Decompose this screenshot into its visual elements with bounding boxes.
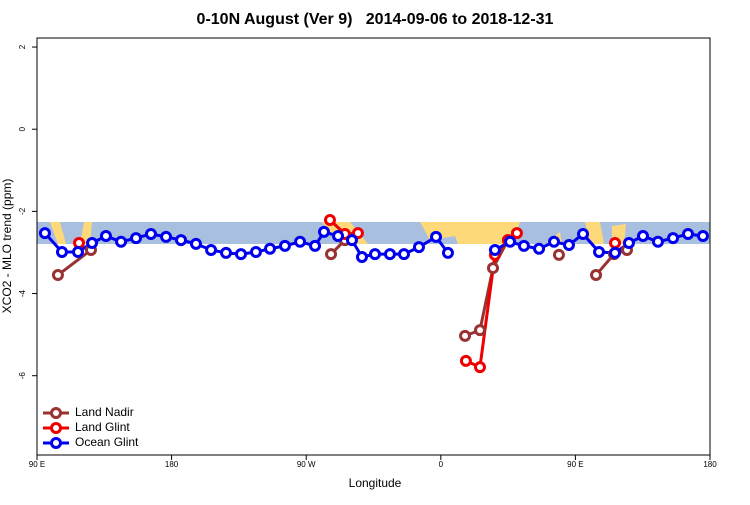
point xyxy=(609,246,622,259)
ocean-band xyxy=(37,222,710,244)
point xyxy=(696,230,709,243)
land xyxy=(585,222,604,244)
plot-frame xyxy=(36,37,711,456)
chart-title: 0-10N August (Ver 9) 2014-09-06 to 2018-… xyxy=(197,11,554,28)
point xyxy=(533,242,546,255)
point xyxy=(234,248,247,261)
point xyxy=(562,239,575,252)
land xyxy=(420,222,520,244)
point xyxy=(144,227,157,240)
point xyxy=(86,237,99,250)
point xyxy=(220,246,233,259)
point xyxy=(577,227,590,240)
legend-label: Ocean Glint xyxy=(75,435,139,449)
x-axis-label: Longitude xyxy=(349,476,402,490)
point xyxy=(441,246,454,259)
point xyxy=(325,248,338,261)
point xyxy=(51,269,64,282)
point xyxy=(473,361,486,374)
point xyxy=(636,230,649,243)
point xyxy=(264,242,277,255)
point xyxy=(99,230,112,243)
point xyxy=(368,248,381,261)
point xyxy=(332,230,345,243)
legend-label: Land Glint xyxy=(75,420,130,434)
point xyxy=(590,269,603,282)
point xyxy=(510,227,523,240)
x-tick-label: 90 E xyxy=(29,460,45,469)
x-tick-label: 0 xyxy=(439,460,444,469)
point xyxy=(160,230,173,243)
legend-marker xyxy=(50,407,62,419)
point xyxy=(622,237,635,250)
point xyxy=(130,232,143,245)
y-tick-label: 2 xyxy=(18,44,27,49)
point xyxy=(552,248,565,261)
point xyxy=(383,248,396,261)
point xyxy=(548,235,561,248)
point xyxy=(351,227,364,240)
point xyxy=(517,239,530,252)
x-tick-label: 180 xyxy=(703,460,717,469)
point xyxy=(412,241,425,254)
y-tick-label: -2 xyxy=(18,207,27,215)
land xyxy=(50,222,66,244)
point xyxy=(71,246,84,259)
y-tick-label: -4 xyxy=(18,289,27,297)
point xyxy=(345,234,358,247)
point xyxy=(189,237,202,250)
y-tick-label: -6 xyxy=(18,372,27,380)
point xyxy=(609,237,622,250)
point xyxy=(205,243,218,256)
point xyxy=(355,250,368,263)
point xyxy=(249,246,262,259)
legend-marker xyxy=(50,422,62,434)
y-axis-label: XCO2 - MLO trend (ppm) xyxy=(0,179,14,314)
point xyxy=(317,225,330,238)
point xyxy=(486,262,499,275)
point xyxy=(682,227,695,240)
point xyxy=(488,243,501,256)
y-tick-label: 0 xyxy=(18,126,27,131)
point xyxy=(398,248,411,261)
point xyxy=(55,246,68,259)
legend-marker xyxy=(50,437,62,449)
point xyxy=(593,246,606,259)
point xyxy=(504,235,517,248)
point xyxy=(323,214,336,227)
point xyxy=(309,239,322,252)
point xyxy=(651,235,664,248)
point xyxy=(38,227,51,240)
point xyxy=(459,354,472,367)
point xyxy=(430,230,443,243)
point xyxy=(115,235,128,248)
legend-label: Land Nadir xyxy=(75,405,134,419)
point xyxy=(294,235,307,248)
x-tick-label: 180 xyxy=(165,460,179,469)
point xyxy=(459,329,472,342)
x-tick-label: 90 E xyxy=(567,460,583,469)
x-tick-label: 90 W xyxy=(297,460,316,469)
point xyxy=(473,324,486,337)
point xyxy=(667,232,680,245)
point xyxy=(175,234,188,247)
point xyxy=(278,239,291,252)
